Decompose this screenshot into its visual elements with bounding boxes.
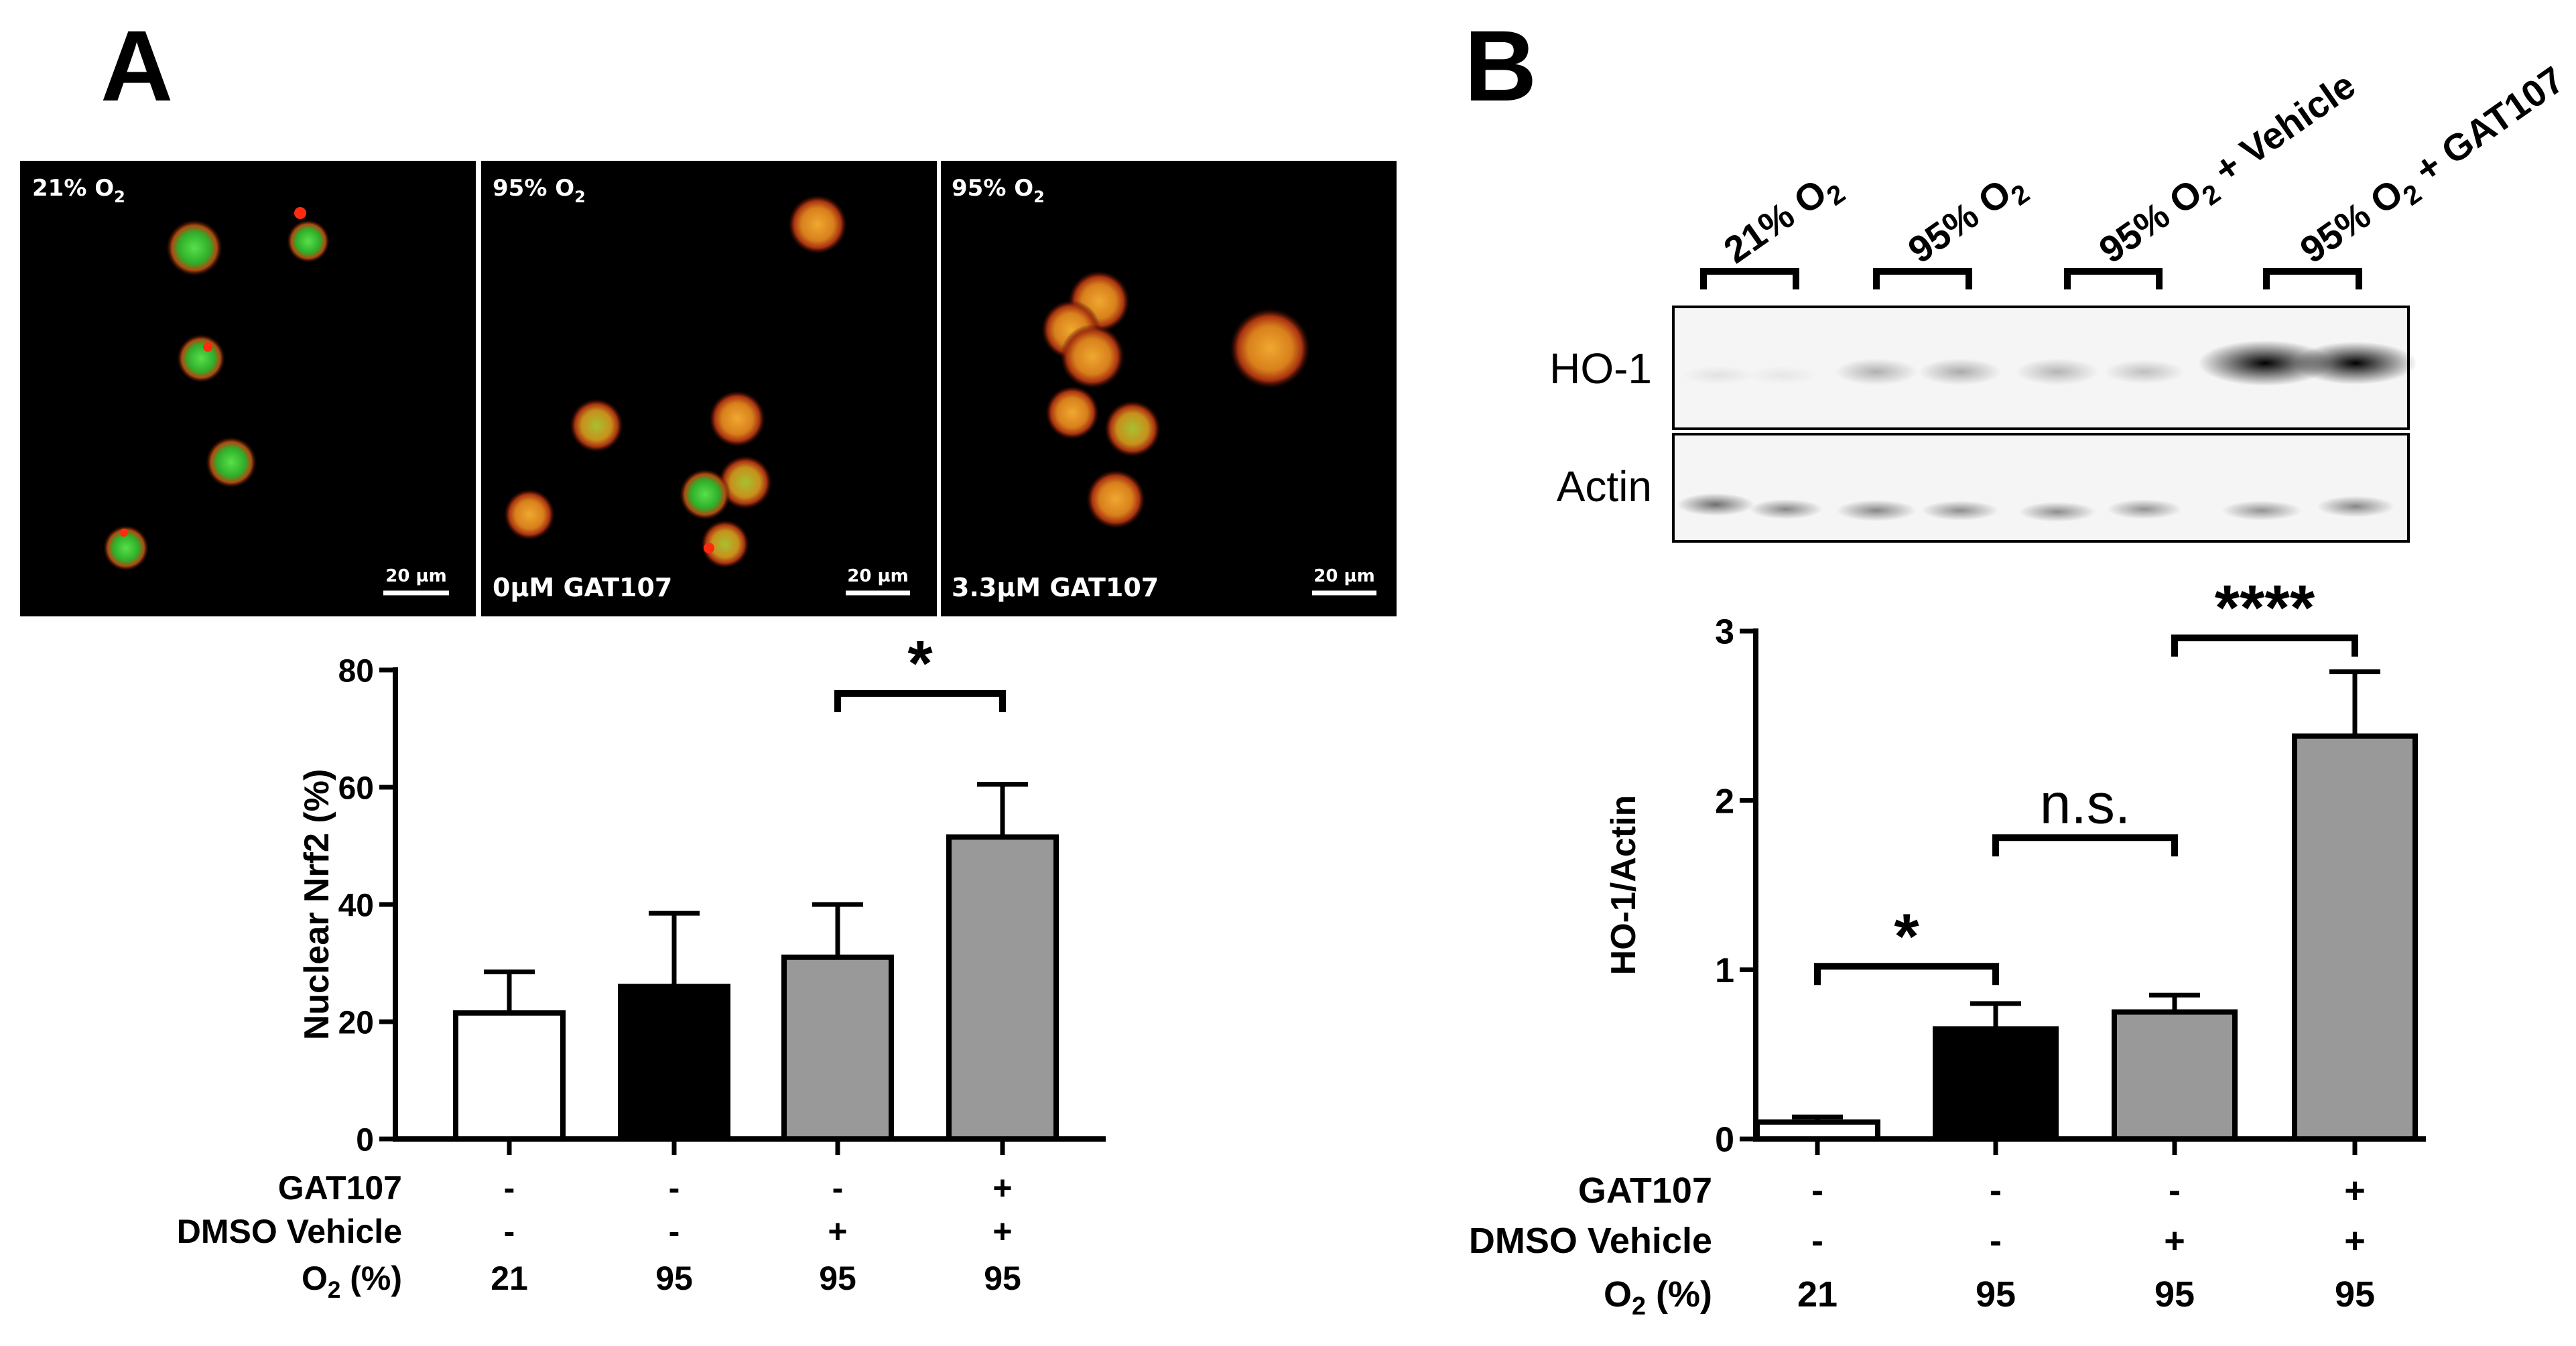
micrograph-3-condition: 95% O2 (952, 175, 1045, 206)
bar (453, 1010, 566, 1142)
micrograph-2: 95% O2 0µM GAT107 20 µm (481, 161, 937, 616)
blot-row-label-ho1: HO-1 (1549, 344, 1652, 393)
scale-bar-label: 20 µm (847, 566, 908, 586)
table-cell: - (2169, 1170, 2181, 1211)
bar (1754, 1119, 1880, 1142)
row-label-gat107: GAT107 (278, 1169, 402, 1207)
y-tick-label: 60 (338, 770, 374, 806)
micrograph-1: 21% O2 20 µm (20, 161, 476, 616)
lane-group-label: 21% O2 (1716, 162, 1851, 277)
table-cell: + (828, 1213, 847, 1250)
significance-label: * (1894, 900, 1919, 972)
svg-text:95% O2: 95% O2 (1901, 162, 2035, 277)
y-tick-label: 40 (338, 888, 374, 923)
row-label-dmso: DMSO Vehicle (1469, 1221, 1712, 1261)
table-cell: - (832, 1169, 844, 1207)
scale-bar-label: 20 µm (385, 566, 446, 586)
bar (2292, 733, 2418, 1142)
conditions-table-a: GAT107 DMSO Vehicle O2 (%) - - - + - - + +21 95 95 95 (177, 1169, 1021, 1303)
table-cell: - (504, 1213, 515, 1250)
table-cell: 95 (1976, 1274, 2016, 1315)
table-cell: 21 (1797, 1274, 1838, 1315)
panel-b-letter: B (1464, 9, 1537, 122)
micrograph-2-treatment: 0µM GAT107 (493, 573, 672, 602)
y-tick-label: 80 (338, 653, 374, 689)
table-cell: - (1811, 1221, 1823, 1261)
table-cell: - (1811, 1170, 1823, 1211)
y-axis-label: Nuclear Nrf2 (%) (298, 769, 336, 1040)
chart-ho1-actin: 0 1 2 3 HO-1/Actin * n.s. **** (1604, 572, 2426, 1160)
actin-bands (1677, 493, 2394, 522)
conditions-table-b: GAT107 DMSO Vehicle O2 (%) - - - + - - + +21 95 95 95 (1469, 1170, 2375, 1321)
lane-bracket (1700, 268, 1799, 289)
micrograph-2-condition: 95% O2 (493, 175, 586, 206)
significance-bracket (1814, 963, 1999, 986)
blot-row-label-actin: Actin (1557, 462, 1652, 511)
table-cell: - (669, 1213, 680, 1250)
table-cell: + (992, 1169, 1012, 1207)
table-cell: 21 (491, 1260, 528, 1297)
table-cell: 95 (655, 1260, 693, 1297)
significance-label: * (907, 628, 933, 699)
y-tick-label: 0 (1715, 1121, 1734, 1160)
significance-bracket (1992, 834, 2178, 857)
bar (1933, 1026, 2059, 1142)
cells (504, 195, 847, 568)
table-cell: + (2344, 1170, 2366, 1211)
row-label-gat107: GAT107 (1578, 1170, 1712, 1211)
y-tick-label: 20 (338, 1005, 374, 1040)
row-label-o2: O2 (%) (302, 1260, 402, 1303)
western-blot: 21% O2 95% O2 95% O2 + Vehicle 95% O2 + … (1549, 58, 2572, 543)
lane-group-label: 95% O2 (1901, 162, 2035, 277)
y-tick-label: 1 (1715, 951, 1734, 990)
table-cell: 95 (2154, 1274, 2195, 1315)
micrograph-1-condition: 21% O2 (32, 175, 125, 206)
y-axis-label: HO-1/Actin (1604, 795, 1643, 975)
table-cell: - (669, 1169, 680, 1207)
y-tick-label: 3 (1715, 613, 1734, 652)
row-label-dmso: DMSO Vehicle (177, 1213, 402, 1250)
scale-bar-label: 20 µm (1313, 566, 1374, 586)
table-cell: 95 (984, 1260, 1021, 1297)
significance-bracket (2171, 634, 2358, 657)
table-cell: 95 (819, 1260, 856, 1297)
significance-label: **** (2215, 572, 2315, 644)
cells (103, 207, 330, 571)
lane-bracket (1873, 268, 1972, 289)
bar (946, 834, 1059, 1142)
cells (1041, 271, 1310, 529)
lane-bracket (2064, 268, 2163, 289)
chart-nuclear-nrf2: 0 20 40 60 80 Nuclear Nrf2 (%) * (298, 628, 1106, 1158)
y-tick-label: 0 (356, 1122, 374, 1158)
micrograph-3-treatment: 3.3µM GAT107 (952, 573, 1159, 602)
bar (2112, 1009, 2238, 1142)
micrograph-3: 95% O2 3.3µM GAT107 20 µm (941, 161, 1397, 616)
panel-a-letter: A (101, 9, 173, 122)
lane-bracket (2263, 268, 2362, 289)
table-cell: + (992, 1213, 1012, 1250)
table-cell: + (2344, 1221, 2366, 1261)
row-label-o2: O2 (%) (1604, 1274, 1712, 1321)
bar (781, 954, 894, 1142)
table-cell: 95 (2335, 1274, 2375, 1315)
svg-text:21% O2: 21% O2 (1716, 162, 1851, 277)
bar (618, 984, 730, 1142)
ho1-bands (1682, 340, 2417, 386)
y-tick-label: 2 (1715, 782, 1734, 821)
table-cell: + (2164, 1221, 2185, 1261)
blot-strip-actin (1672, 433, 2410, 543)
table-cell: - (504, 1169, 515, 1207)
significance-bracket (834, 690, 1006, 712)
table-cell: - (1990, 1221, 2002, 1261)
significance-label: n.s. (2040, 772, 2130, 835)
table-cell: - (1990, 1170, 2002, 1211)
